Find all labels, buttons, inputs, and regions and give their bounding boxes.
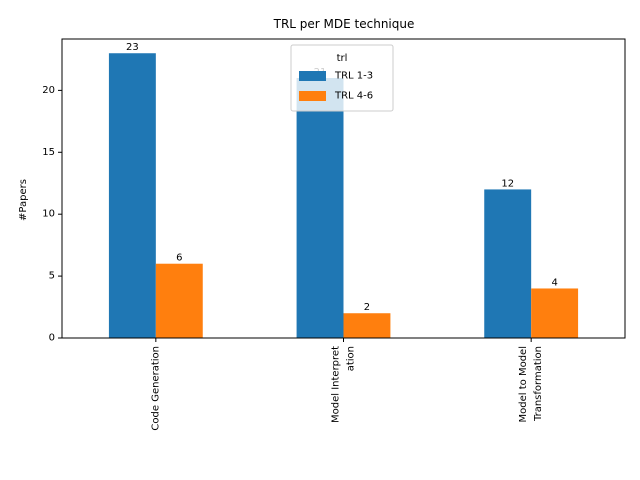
bar-trl-4-6-0 xyxy=(155,263,203,338)
chart-title: TRL per MDE technique xyxy=(273,17,415,31)
x-tick-label: Model to Model xyxy=(518,346,529,422)
legend-entry: TRL 1-3 xyxy=(334,71,373,82)
data-label: 4 xyxy=(551,277,557,288)
y-tick-label: 0 xyxy=(49,333,55,344)
y-tick-label: 15 xyxy=(42,147,55,158)
y-tick-label: 10 xyxy=(42,209,55,220)
x-axis: Code Generation Model Interpret ation Model… xyxy=(150,338,544,431)
legend-entry: TRL 4-6 xyxy=(334,91,373,102)
x-tick-label: Transformation xyxy=(533,346,544,422)
bar-trl-1-3-2 xyxy=(484,189,532,338)
bar-trl-4-6-2 xyxy=(531,288,579,338)
x-tick-label: Model Interpret xyxy=(331,346,342,423)
y-tick-label: 5 xyxy=(49,271,55,282)
legend: trl TRL 1-3 TRL 4-6 xyxy=(290,44,394,112)
y-axis-label: #Papers xyxy=(18,179,29,221)
x-tick-label: Code Generation xyxy=(150,346,161,431)
data-label: 2 xyxy=(364,302,370,313)
plot-area: 236212124 xyxy=(61,38,626,339)
bar-trl-4-6-1 xyxy=(343,313,391,338)
legend-swatch xyxy=(299,71,326,81)
x-tick-label: ation xyxy=(346,346,357,371)
legend-swatch xyxy=(299,91,326,101)
y-axis: 0 5 10 15 20 xyxy=(42,85,62,344)
legend-title: trl xyxy=(337,53,348,64)
bar-trl-1-3-1 xyxy=(296,78,344,338)
data-label: 12 xyxy=(501,178,514,189)
data-label: 23 xyxy=(126,42,139,53)
data-label: 6 xyxy=(176,253,182,264)
y-tick-label: 20 xyxy=(42,85,55,96)
bar-trl-1-3-0 xyxy=(108,53,156,338)
